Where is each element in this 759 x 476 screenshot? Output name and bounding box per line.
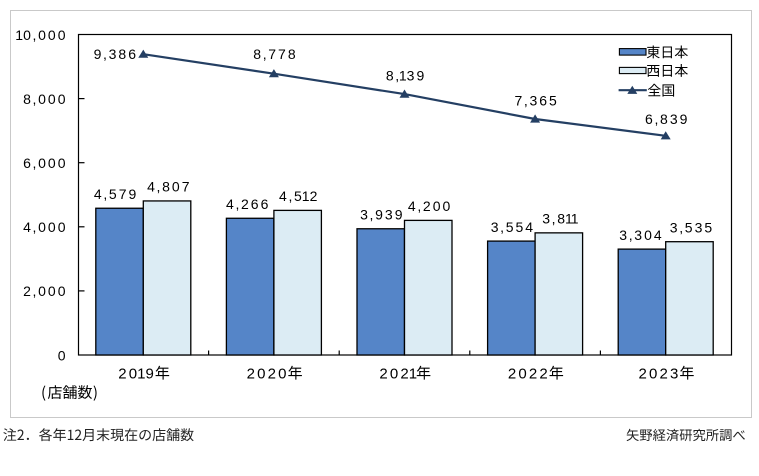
svg-text:8,000: 8,000 (23, 91, 66, 107)
svg-text:4,000: 4,000 (23, 219, 66, 235)
svg-text:6,839: 6,839 (645, 111, 688, 127)
svg-text:3,939: 3,939 (360, 206, 403, 222)
svg-text:4,579: 4,579 (94, 186, 137, 202)
svg-text:3,535: 3,535 (670, 219, 713, 235)
svg-text:4,807: 4,807 (147, 179, 190, 195)
svg-text:8,139: 8,139 (386, 68, 425, 84)
svg-text:0: 0 (58, 347, 66, 363)
svg-text:2,000: 2,000 (23, 283, 66, 299)
svg-text:8,778: 8,778 (253, 46, 296, 62)
svg-text:4,512: 4,512 (279, 188, 318, 204)
svg-text:3,304: 3,304 (619, 227, 662, 243)
svg-text:9,386: 9,386 (94, 46, 137, 62)
svg-text:10,000: 10,000 (15, 27, 65, 43)
svg-text:7,365: 7,365 (514, 92, 557, 108)
svg-text:4,266: 4,266 (226, 196, 269, 212)
svg-text:2019: 2019 (118, 365, 154, 382)
svg-text:4,200: 4,200 (408, 198, 451, 214)
svg-text:3,554: 3,554 (491, 219, 534, 235)
svg-text:3,811: 3,811 (542, 211, 579, 227)
svg-text:6,000: 6,000 (23, 155, 66, 171)
